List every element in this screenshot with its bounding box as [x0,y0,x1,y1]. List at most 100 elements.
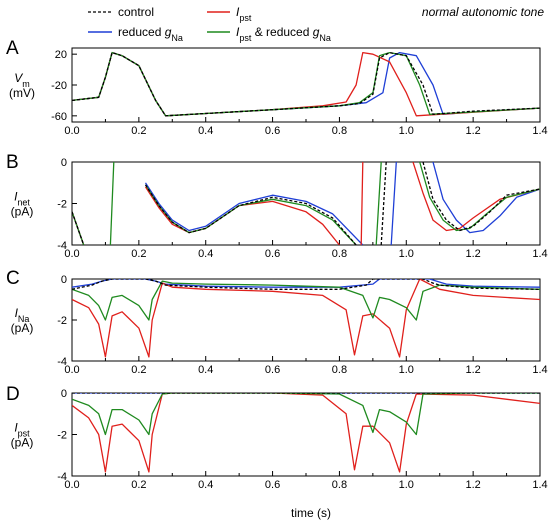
y-axis-symbol: I [14,190,18,204]
y-axis-subscript: net [17,198,30,208]
y-tick-label: -4 [57,240,67,252]
x-tick-label: 0.2 [131,364,146,376]
legend: control reduced gNa Ipst Ipst & reduced … [88,5,331,43]
y-tick-label: -2 [57,315,67,327]
x-tick-label: 0.0 [64,125,79,137]
x-tick-label: 0.4 [198,248,213,260]
plot-area: AVm(mV)0.0 0.2 0.4 0.6 0.8 1.0 1.2 1.420-20-60B… [6,38,548,491]
y-axis-unit-c: (pA) [11,321,34,335]
y-tick-label: -4 [57,356,67,368]
panel-a: AVm(mV)0.0 0.2 0.4 0.6 0.8 1.0 1.2 1.420-20-60 [6,38,548,137]
series-line-ipst-reduced-gna [72,280,540,321]
series-line-control [72,279,540,290]
axes-frame-c [71,278,541,362]
y-axis-unit-b: (pA) [11,205,34,219]
y-axis-unit-a: (mV) [9,86,35,100]
x-tick-label: 1.0 [399,125,414,137]
legend-label-ipst-reduced-gna: Ipst & reduced gNa [236,25,331,43]
x-tick-label: 0.0 [64,364,79,376]
legend-label-reduced-gna: reduced gNa [118,25,183,43]
legend-text-part: g [313,25,320,39]
axes-frame-d [71,392,541,477]
y-tick-label: -2 [57,430,67,442]
x-tick-label: 0.6 [265,479,280,491]
x-tick-label: 0.8 [332,125,347,137]
x-tick-label: 1.4 [532,125,547,137]
x-tick-label: 0.4 [198,125,213,137]
y-tick-label: -2 [57,199,67,211]
legend-text-part: I [236,25,240,39]
y-axis-title-b: Inet [14,190,30,208]
x-tick-label: 0.4 [198,364,213,376]
y-axis-subscript: pst [18,429,31,439]
panel-letter-c: C [6,268,20,289]
legend-label-control: control [118,5,154,19]
x-tick-label: 0.6 [265,364,280,376]
panel-letter-a: A [6,38,19,59]
panel-letter-b: B [6,152,19,173]
y-tick-label: -60 [51,111,67,123]
y-axis-symbol: V [14,71,23,85]
legend-text-part: reduced [118,25,165,39]
y-tick-label: 0 [61,157,67,169]
x-tick-label: 1.0 [399,248,414,260]
y-tick-label: 0 [61,388,67,400]
legend-text-part: & reduced [251,25,312,39]
y-axis-unit-d: (pA) [11,436,34,450]
x-tick-label: 0.6 [265,248,280,260]
series-line-control [72,162,540,245]
y-axis-title-a: Vm [14,71,30,89]
x-tick-label: 1.4 [532,248,547,260]
y-tick-label: -20 [51,80,67,92]
x-tick-label: 0.2 [131,479,146,491]
x-tick-label: 1.2 [465,479,480,491]
x-tick-label: 0.8 [332,364,347,376]
legend-text-part: Na [171,33,183,43]
series-line-ipst [72,51,540,117]
y-axis-subscript: m [22,79,30,89]
x-tick-label: 1.2 [465,125,480,137]
series-line-ipst-reduced-gna [72,51,540,117]
x-axis-title: time (s) [291,506,331,520]
y-tick-label: -4 [57,471,67,483]
y-axis-symbol: I [15,306,19,320]
x-tick-label: 1.4 [532,364,547,376]
x-tick-label: 1.0 [399,364,414,376]
x-tick-label: 0.8 [332,248,347,260]
y-axis-symbol: I [14,421,18,435]
panel-d: D Ipst(pA) 0.0 0.2 0.4 0.6 0.8 1.0 1.2 1.4 0 -2 -4 [6,384,548,491]
panel-letter-d: D [6,384,20,405]
panel-c: C INa(pA) 0.0 0.2 0.4 0.6 0.8 1.0 1.2 1.4 0 -2 -4 [6,268,548,376]
series-line-control [72,51,540,117]
series-line-ipst [72,393,540,473]
x-tick-label: 0.8 [332,479,347,491]
y-axis-title-d: Ipst [14,421,30,439]
panel-b: B Inet(pA) 0.0 0.2 0.4 0.6 0.8 1.0 1.2 1.4 0 -2 -4 [6,152,548,260]
x-tick-label: 0.0 [64,248,79,260]
legend-text-part: I [236,5,240,19]
x-tick-label: 1.2 [465,248,480,260]
y-tick-label: 0 [61,274,67,286]
x-tick-label: 1.4 [532,479,547,491]
x-tick-label: 0.0 [64,479,79,491]
legend-text-part: g [165,25,172,39]
y-tick-label: 20 [55,49,67,61]
x-tick-label: 0.4 [198,479,213,491]
legend-label-ipst: Ipst [236,5,252,23]
legend-text-part: pst [239,33,252,43]
series-line-ipst-reduced-gna [72,393,540,436]
x-tick-label: 0.2 [131,125,146,137]
x-tick-label: 0.6 [265,125,280,137]
series-line-ipst [72,279,540,358]
y-axis-title-c: INa [15,306,30,324]
x-tick-label: 1.2 [465,364,480,376]
condition-note: normal autonomic tone [422,5,544,19]
legend-text-part: Na [319,33,331,43]
legend-text-part: pst [239,13,252,23]
series-line-reduced-gna [72,279,540,288]
series-line-reduced-gna [72,51,540,117]
x-tick-label: 1.0 [399,479,414,491]
x-tick-label: 0.2 [131,248,146,260]
y-axis-subscript: Na [18,314,30,324]
